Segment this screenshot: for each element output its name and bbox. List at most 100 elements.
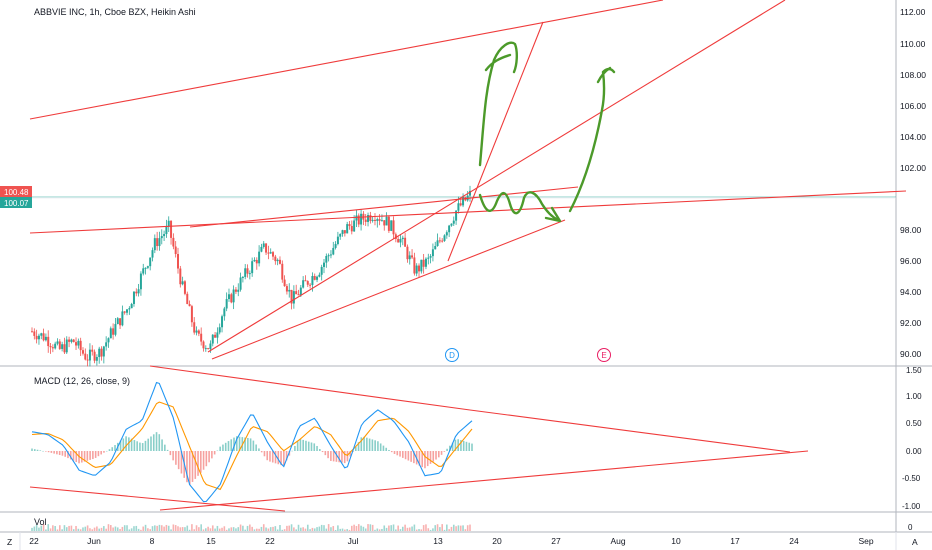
volume-bar: [355, 525, 358, 531]
candle-body: [390, 220, 393, 231]
volume-bar: [378, 529, 381, 531]
macd-lower-triangle[interactable]: [159, 450, 809, 511]
volume-bar: [420, 529, 423, 531]
price-tick: 94.00: [900, 287, 922, 297]
volume-bar: [211, 525, 214, 531]
volume-bar: [429, 529, 432, 531]
macd-histogram-bar: [164, 444, 166, 451]
macd-histogram-bar: [396, 451, 399, 456]
price-tick: 96.00: [900, 256, 922, 266]
volume-bar: [392, 524, 395, 531]
macd-lower-left-line[interactable]: [29, 486, 286, 512]
macd-histogram-bar: [58, 451, 61, 456]
rising-support-line[interactable]: [207, 0, 786, 353]
macd-histogram-bar: [451, 442, 454, 451]
green-wave-arrow[interactable]: [478, 191, 562, 223]
volume-bar: [255, 528, 258, 531]
volume-bar: [91, 529, 94, 531]
steep-projection-line[interactable]: [447, 21, 544, 262]
volume-bar: [279, 525, 281, 531]
price-tick: 90.00: [900, 349, 922, 359]
zoom-reset-button[interactable]: Z: [7, 537, 12, 547]
volume-bar: [381, 528, 383, 531]
candle-body: [246, 268, 249, 274]
volume-bar: [45, 529, 47, 531]
volume-bar: [114, 526, 117, 531]
macd-histogram-bar: [119, 440, 122, 451]
macd-histogram-bar: [213, 451, 216, 455]
macd-histogram-bar: [321, 451, 324, 453]
green-arrow-up-2[interactable]: [568, 66, 616, 213]
time-label: 10: [671, 536, 681, 546]
volume-bar: [364, 528, 367, 531]
candle-body: [387, 216, 390, 231]
upper-channel-line[interactable]: [29, 0, 664, 120]
candle-body: [232, 289, 235, 303]
candle-body: [355, 215, 358, 221]
last-price-badge-value: 100.48: [4, 188, 29, 197]
volume-bar: [283, 529, 286, 531]
volume-bar: [408, 527, 411, 531]
green-arrow-up-1[interactable]: [478, 41, 518, 167]
current-price-badge-bg: [0, 197, 32, 208]
time-axis[interactable]: 22 Jun 8 15 22 Jul 13 20 27 Aug 10 17 24…: [29, 536, 874, 546]
macd-histogram-bar: [371, 439, 374, 451]
green-annotations[interactable]: [478, 41, 616, 223]
volume-bar: [35, 524, 38, 531]
macd-histogram-bar: [374, 440, 376, 451]
macd-histogram-bar: [92, 451, 94, 460]
volume-bar: [383, 525, 386, 531]
trendline-drawings[interactable]: [29, 0, 907, 512]
macd-upper-triangle-right[interactable]: [469, 409, 791, 453]
candle-body: [230, 294, 233, 303]
volume-bar: [237, 527, 240, 531]
earnings-marker-circle[interactable]: [597, 348, 611, 362]
volume-bar: [427, 528, 430, 531]
macd-histogram-bar: [393, 451, 396, 454]
volume-bar: [119, 528, 121, 531]
price-axis[interactable]: 112.00 110.00 108.00 106.00 104.00 102.0…: [900, 7, 926, 359]
event-marker-d[interactable]: D: [445, 348, 459, 362]
candle-body: [376, 219, 379, 221]
volume-bar: [376, 528, 379, 531]
resistance-line[interactable]: [189, 186, 579, 228]
macd-histogram-bar: [175, 451, 177, 465]
volume-bar: [300, 527, 302, 531]
macd-histogram-bar: [136, 441, 138, 451]
macd-histogram-bar: [360, 437, 363, 451]
volume-bar: [103, 526, 105, 531]
candle-body: [56, 341, 59, 344]
macd-histogram-bar: [78, 451, 80, 464]
volume-bar: [214, 528, 216, 531]
macd-histogram-bar: [100, 451, 102, 455]
volume-bar: [269, 527, 272, 531]
dividend-marker-circle[interactable]: [445, 348, 459, 362]
volume-bar: [79, 529, 82, 531]
macd-histogram-bar: [202, 451, 205, 470]
candle-body: [452, 220, 455, 224]
lower-support-line[interactable]: [211, 219, 566, 360]
candle-body: [283, 279, 286, 287]
candle-body: [239, 277, 242, 290]
volume-bar: [432, 528, 434, 531]
macd-upper-triangle-left[interactable]: [149, 365, 471, 411]
auto-scale-button[interactable]: A: [912, 537, 918, 547]
macd-histogram-bar: [94, 451, 97, 458]
macd-histogram-bar: [310, 442, 313, 451]
candle-body: [290, 289, 293, 304]
candle-body: [116, 318, 119, 325]
macd-histogram-bar: [56, 451, 58, 455]
candle-body: [70, 339, 73, 342]
macd-histogram-bar: [460, 440, 462, 451]
candle-body: [204, 348, 207, 350]
volume-bar: [52, 525, 54, 531]
time-label: 17: [730, 536, 740, 546]
macd-axis[interactable]: 1.50 1.00 0.50 0.00 -0.50 -1.00: [902, 366, 922, 511]
macd-histogram-bar: [399, 451, 401, 457]
volume-bar: [179, 527, 182, 531]
event-marker-e[interactable]: E: [597, 348, 611, 362]
macd-histogram-bar: [200, 451, 202, 473]
candle-body: [100, 348, 103, 357]
candle-body: [144, 267, 147, 269]
